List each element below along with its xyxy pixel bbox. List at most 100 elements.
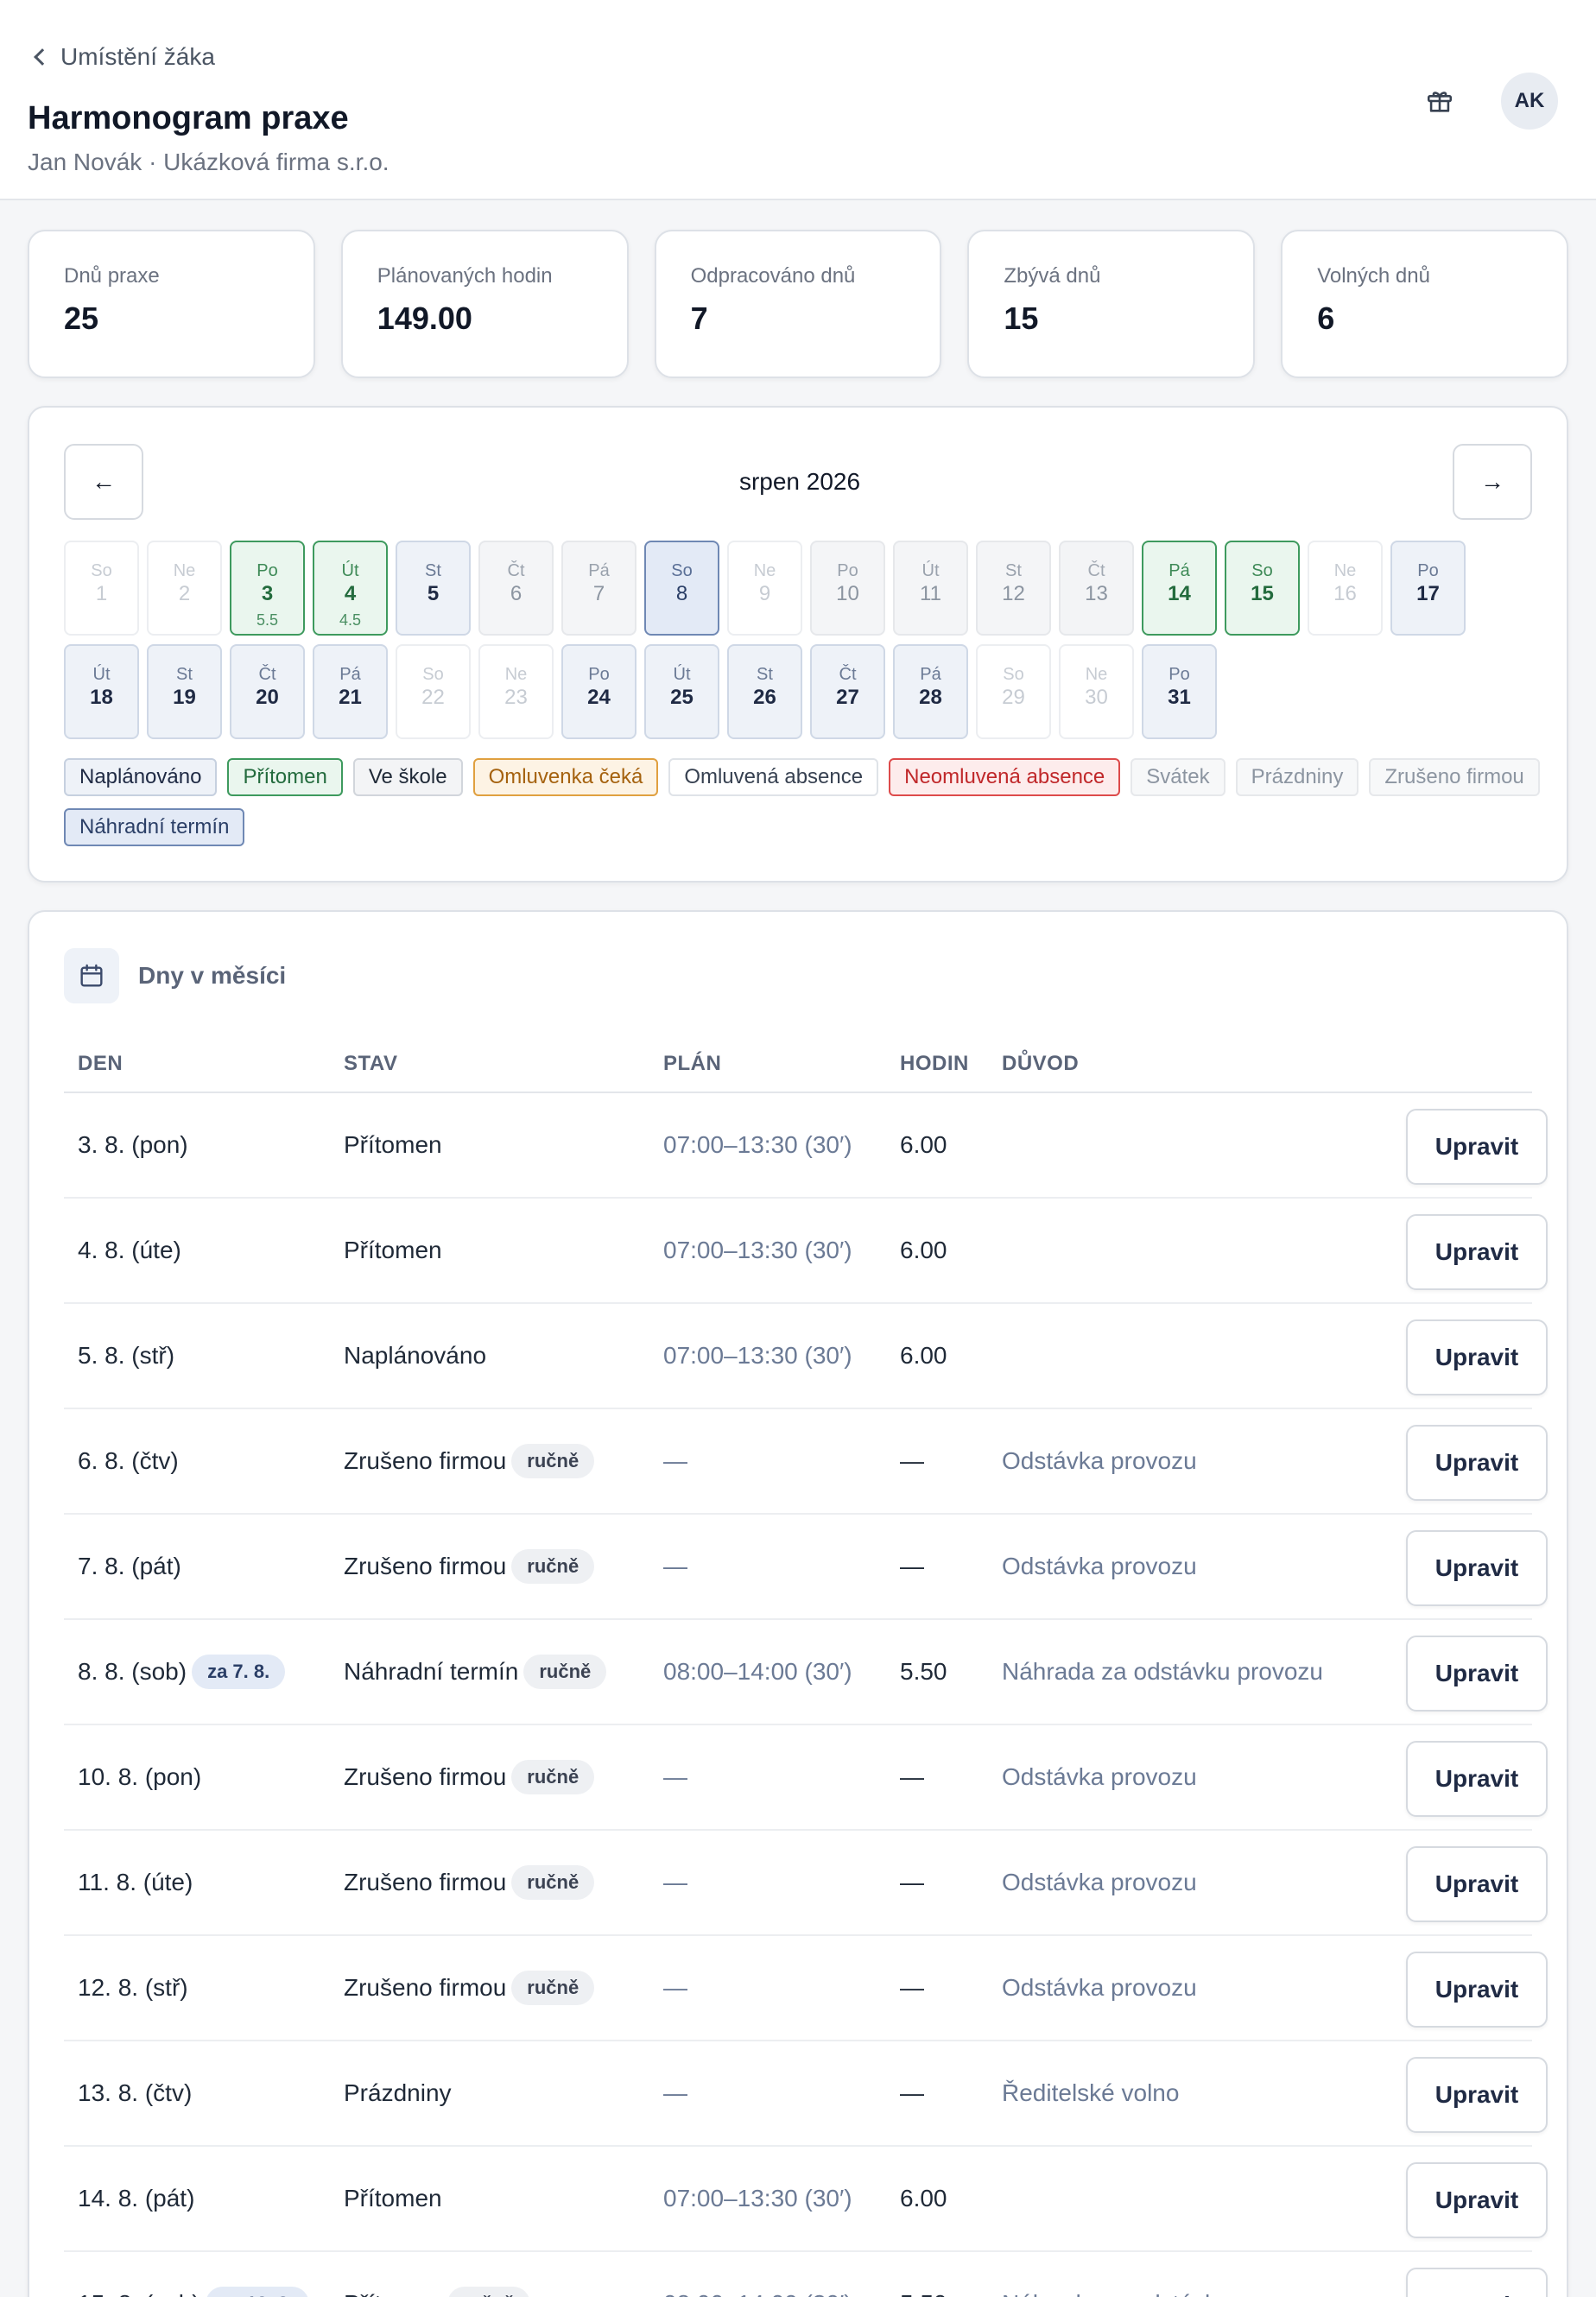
replacement-for-badge: za 7. 8. — [192, 1655, 286, 1689]
cell-stav: Zrušeno firmou ručně — [344, 1725, 595, 1829]
cell-duvod: Odstávka provozu — [1002, 1553, 1197, 1579]
calendar-day[interactable]: Čt 6 — [478, 541, 554, 636]
calendar-day[interactable]: Ne 2 — [147, 541, 222, 636]
prev-month-button[interactable]: ← — [64, 444, 143, 520]
edit-button[interactable]: Upravit — [1406, 1319, 1548, 1395]
calendar-day-number: 26 — [753, 686, 776, 709]
edit-button[interactable]: Upravit — [1406, 2268, 1548, 2297]
cell-stav: Zrušeno firmou ručně — [344, 1409, 595, 1513]
calendar-day[interactable]: St 26 — [727, 644, 802, 739]
calendar-day[interactable]: So 22 — [396, 644, 471, 739]
calendar-day-number: 5 — [427, 582, 440, 605]
table-row: 11. 8. (úte) Zrušeno firmou ručně — — Odstávk… — [64, 1831, 1548, 1936]
calendar-day[interactable]: Ne 16 — [1308, 541, 1383, 636]
calendar-day-number: 21 — [339, 686, 362, 709]
day-label: 14. 8. (pát) — [78, 2185, 195, 2212]
legend-chip-excused: Omluvená absence — [668, 758, 879, 796]
legend-chip-present: Přítomen — [227, 758, 343, 796]
calendar-day[interactable]: Po 24 — [561, 644, 636, 739]
calendar-day-name: Čt — [1087, 561, 1105, 580]
cell-plan: — — [663, 1869, 687, 1895]
legend-chip-vacation: Prázdniny — [1235, 758, 1359, 796]
cell-plan: 08:00–14:00 (30′) — [663, 1658, 852, 1685]
calendar-day-number: 7 — [592, 582, 605, 605]
table-row: 14. 8. (pát) Přítomen 07:00–13:30 (30′) 6.0… — [64, 2147, 1548, 2252]
cell-stav: Naplánováno — [344, 1304, 486, 1408]
calendar-day[interactable]: Po 31 — [1142, 644, 1217, 739]
table-row: 12. 8. (stř) Zrušeno firmou ručně — — Odstávk… — [64, 1936, 1548, 2041]
edit-button[interactable]: Upravit — [1406, 1846, 1548, 1922]
calendar-day[interactable]: Pá 7 — [561, 541, 636, 636]
column-header-duvod: DŮVOD — [1002, 1052, 1080, 1075]
calendar-day[interactable]: So 15 — [1225, 541, 1300, 636]
calendar-day-number: 6 — [510, 582, 522, 605]
calendar-day[interactable]: Čt 13 — [1059, 541, 1134, 636]
calendar-day-number: 13 — [1085, 582, 1108, 605]
calendar-day[interactable]: Ne 23 — [478, 644, 554, 739]
edit-button[interactable]: Upravit — [1406, 1214, 1548, 1290]
calendar-day[interactable]: Čt 27 — [810, 644, 885, 739]
calendar-day[interactable]: So 1 — [64, 541, 139, 636]
cell-plan: — — [663, 2079, 687, 2106]
cell-duvod: Náhrada za odstávku provozu — [1002, 2252, 1323, 2297]
cell-plan: — — [663, 1974, 687, 2001]
calendar-day-name: Ne — [504, 665, 528, 684]
edit-button[interactable]: Upravit — [1406, 1741, 1548, 1817]
edit-button[interactable]: Upravit — [1406, 1952, 1548, 2028]
calendar-day[interactable]: So 29 — [976, 644, 1051, 739]
calendar-day[interactable]: Čt 20 — [230, 644, 305, 739]
avatar[interactable]: AK — [1501, 73, 1558, 130]
cell-den: 8. 8. (sob) za 7. 8. — [78, 1620, 286, 1724]
calendar-day[interactable]: Út 11 — [893, 541, 968, 636]
calendar-day[interactable]: St 19 — [147, 644, 222, 739]
cell-den: 10. 8. (pon) — [78, 1725, 201, 1829]
table-row: 8. 8. (sob) za 7. 8. Náhradní termín ručně 0… — [64, 1620, 1548, 1725]
calendar-day[interactable]: Ne 30 — [1059, 644, 1134, 739]
cell-duvod: Odstávka provozu — [1002, 1869, 1197, 1895]
calendar-day-name: St — [757, 665, 773, 684]
calendar-day-hours: 4.5 — [339, 611, 362, 629]
page-title: Harmonogram praxe — [28, 100, 349, 136]
cell-den: 3. 8. (pon) — [78, 1093, 188, 1197]
calendar-day[interactable]: Ne 9 — [727, 541, 802, 636]
day-label: 5. 8. (stř) — [78, 1342, 175, 1369]
edit-button[interactable]: Upravit — [1406, 1425, 1548, 1501]
legend-chip-cancelled: Zrušeno firmou — [1369, 758, 1540, 796]
edit-button[interactable]: Upravit — [1406, 1109, 1548, 1185]
calendar-day[interactable]: Po 17 — [1390, 541, 1466, 636]
table-row: 15. 8. (sob) za 12. 8. Přítomen ručně 08:00–… — [64, 2252, 1548, 2297]
calendar-day-number: 28 — [919, 686, 942, 709]
calendar-day-name: Pá — [339, 665, 361, 684]
cell-den: 15. 8. (sob) za 12. 8. — [78, 2252, 310, 2297]
calendar-day[interactable]: Pá 14 — [1142, 541, 1217, 636]
calendar-day[interactable]: So 8 — [644, 541, 719, 636]
calendar-day[interactable]: Út 25 — [644, 644, 719, 739]
calendar-day-name: St — [1005, 561, 1022, 580]
edit-button[interactable]: Upravit — [1406, 1530, 1548, 1606]
status-label: Přítomen — [344, 1237, 442, 1263]
calendar-day-number: 3 — [261, 582, 274, 605]
day-label: 10. 8. (pon) — [78, 1763, 202, 1790]
calendar-day-name: Čt — [507, 561, 525, 580]
calendar-day[interactable]: Pá 21 — [313, 644, 388, 739]
back-link[interactable]: Umístění žáka — [31, 43, 215, 71]
next-month-button[interactable]: → — [1453, 444, 1532, 520]
replacement-for-badge: za 12. 8. — [205, 2287, 310, 2297]
calendar-day[interactable]: Út 18 — [64, 644, 139, 739]
gift-button[interactable] — [1416, 78, 1463, 124]
calendar-day[interactable]: Pá 28 — [893, 644, 968, 739]
calendar-day[interactable]: St 5 — [396, 541, 471, 636]
calendar-day[interactable]: Po 10 — [810, 541, 885, 636]
stat-value: 25 — [64, 301, 99, 336]
calendar-day[interactable]: Po 3 5.5 — [230, 541, 305, 636]
manual-badge: ručně — [523, 1655, 607, 1689]
cell-duvod: Odstávka provozu — [1002, 1763, 1197, 1790]
edit-button[interactable]: Upravit — [1406, 1636, 1548, 1712]
status-label: Zrušeno firmou — [344, 1869, 507, 1895]
calendar-day[interactable]: Út 4 4.5 — [313, 541, 388, 636]
edit-button[interactable]: Upravit — [1406, 2057, 1548, 2133]
calendar-day[interactable]: St 12 — [976, 541, 1051, 636]
edit-button[interactable]: Upravit — [1406, 2162, 1548, 2238]
stat-value: 6 — [1317, 301, 1335, 336]
column-header-stav: STAV — [344, 1052, 398, 1075]
